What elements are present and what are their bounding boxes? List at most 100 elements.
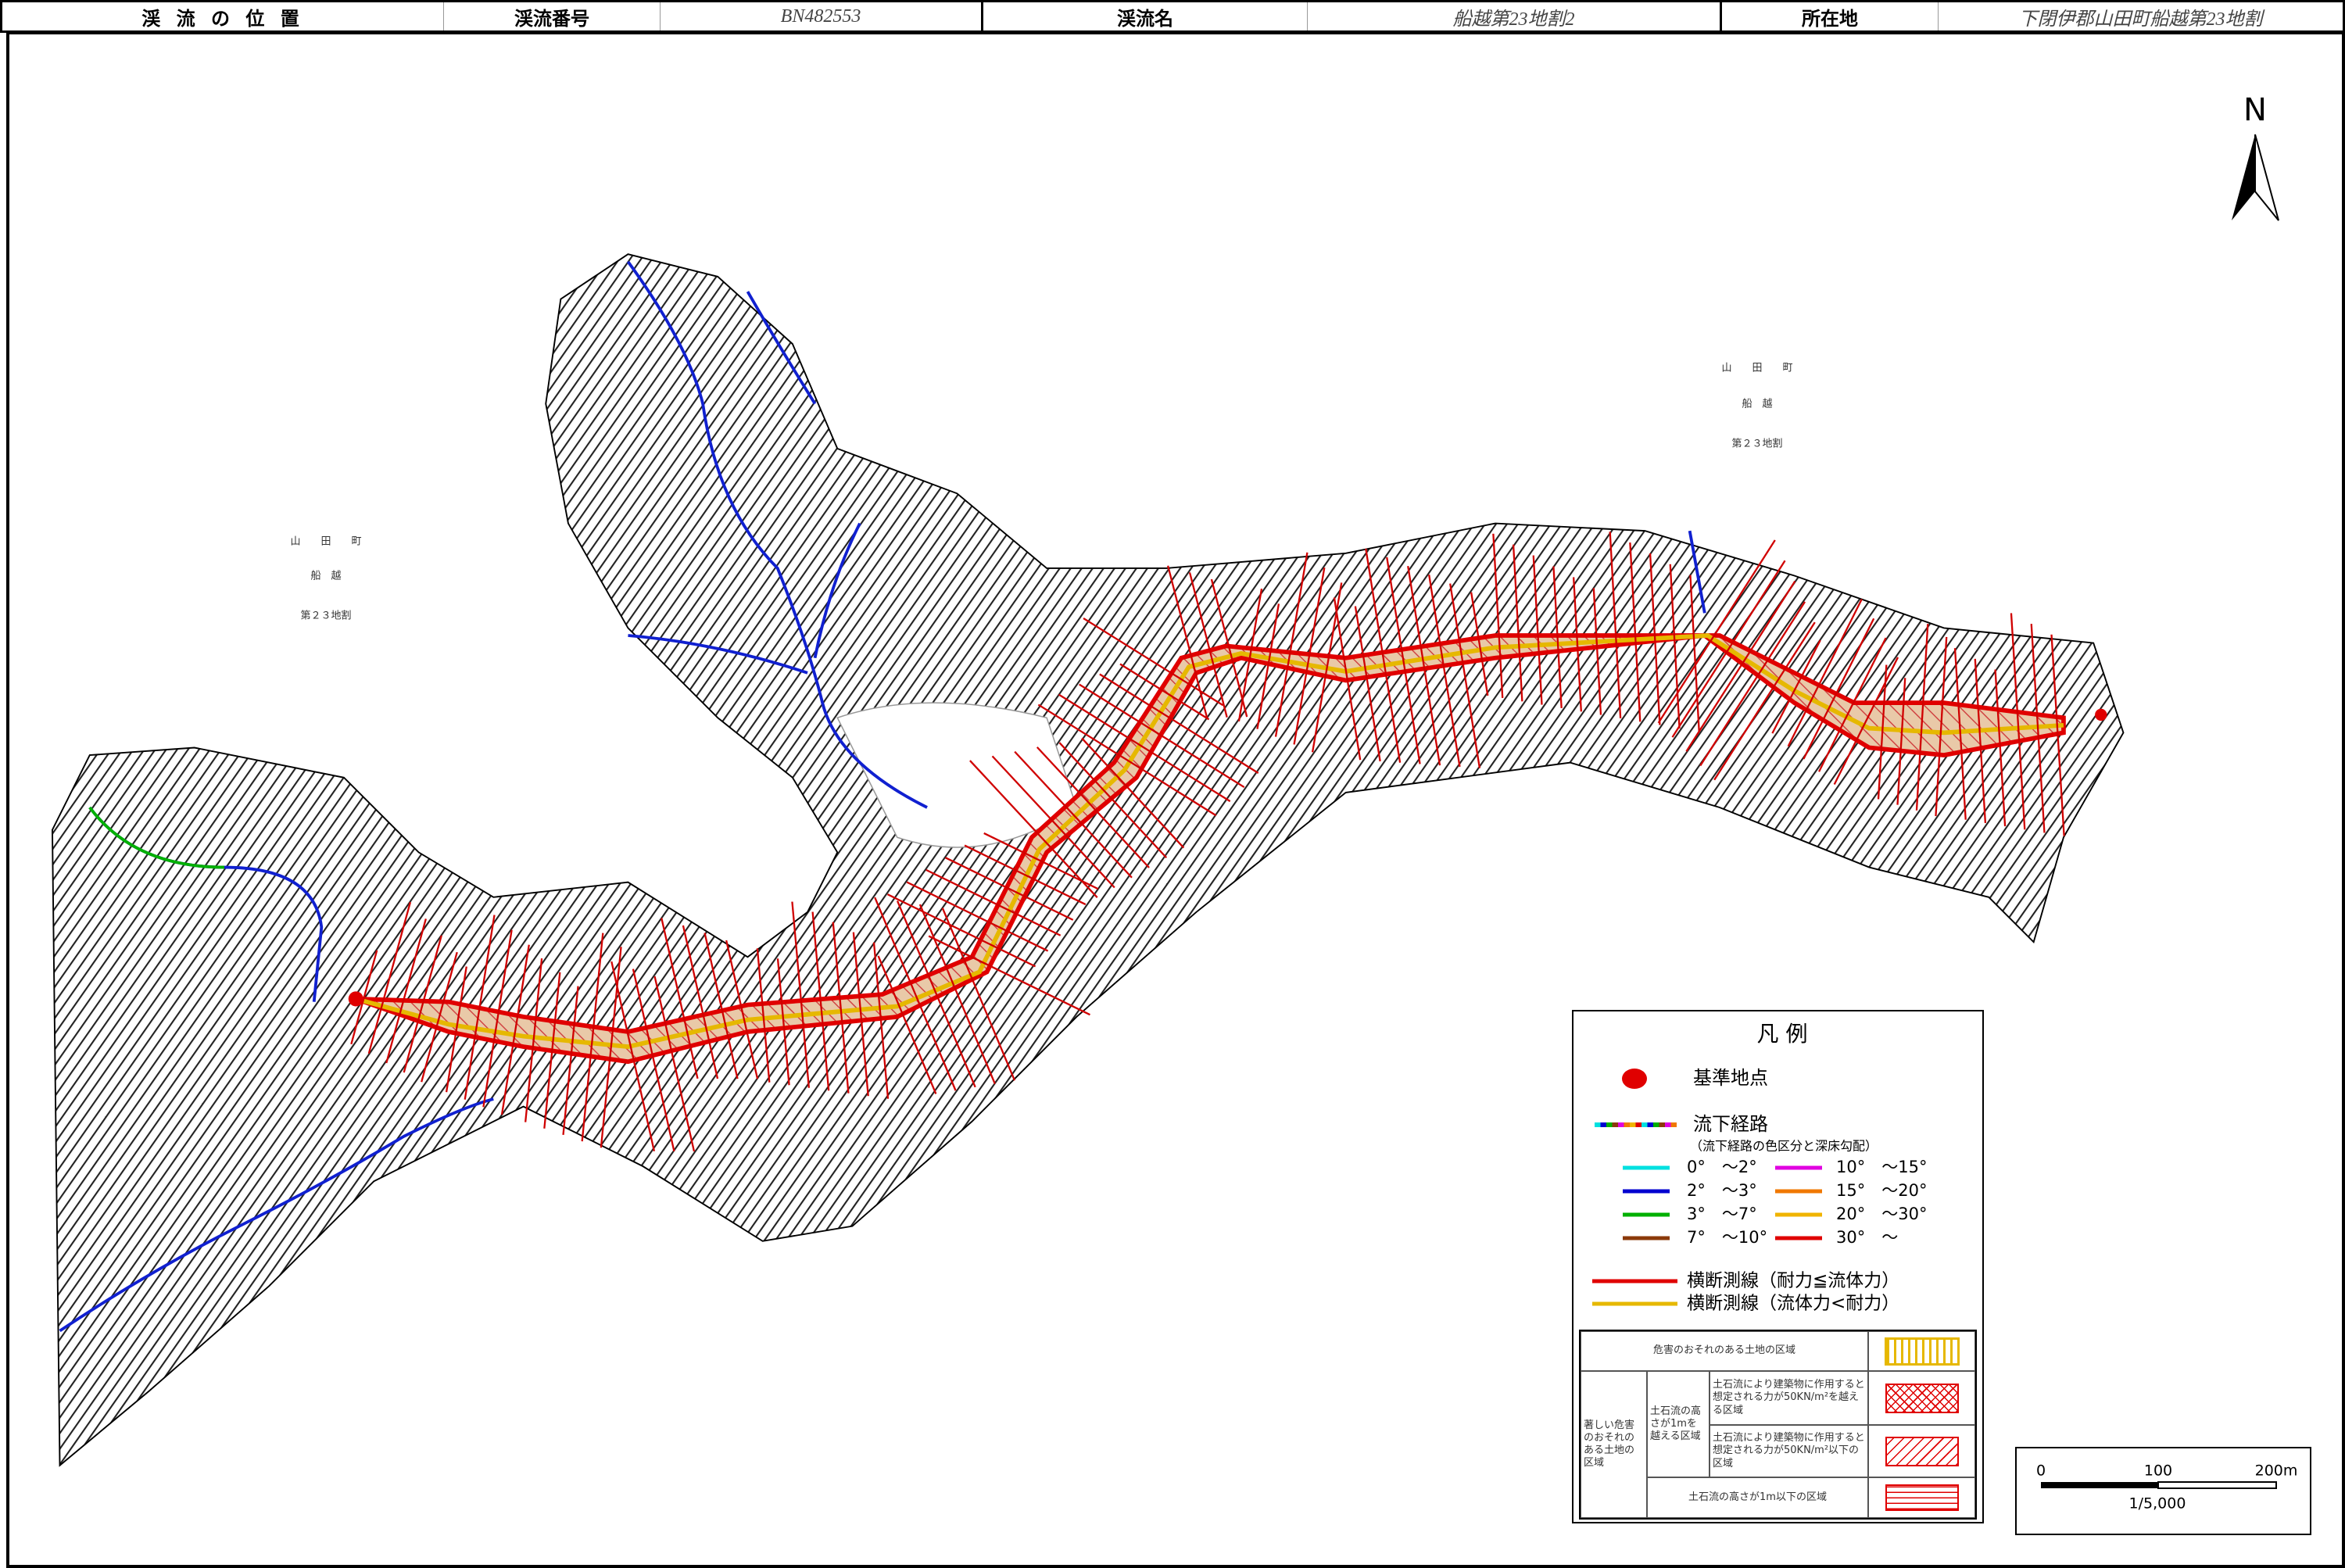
cross-section-line xyxy=(1099,673,1259,774)
flow-path-symbol xyxy=(1665,1122,1671,1127)
scale-tick-label: 200m xyxy=(2255,1462,2298,1480)
cross-section-line xyxy=(776,958,790,1086)
scale-tick-label: 100 xyxy=(2144,1462,2172,1480)
cross-section-line xyxy=(983,832,1099,890)
cross-section-line xyxy=(1689,575,1700,732)
cross-section-line xyxy=(632,968,675,1152)
cross-section-line xyxy=(1532,555,1543,705)
cross-section-line xyxy=(1188,572,1228,718)
flow-path-symbol xyxy=(1612,1122,1618,1127)
slope-label: 15° ～20° xyxy=(1836,1181,1927,1200)
cross-section-line xyxy=(1492,533,1504,699)
cross-section-line xyxy=(906,881,1049,952)
town-label: 山 田 町 xyxy=(290,536,361,548)
cross-section-line xyxy=(653,976,696,1152)
cross-section-line xyxy=(1237,588,1263,722)
flow-path-symbol xyxy=(1653,1122,1659,1127)
force-over-label: 土石流により建築物に作用すると想定される力が50KN/m²を越える区域 xyxy=(1710,1371,1868,1425)
cross-section-line xyxy=(682,925,719,1079)
cross-section-line xyxy=(445,966,467,1093)
cross-section-line xyxy=(1386,557,1421,764)
cross-section-line xyxy=(482,929,513,1108)
cross-section-line xyxy=(1512,544,1523,702)
cross-section-line xyxy=(2030,624,2046,833)
cross-section-line xyxy=(1333,597,1362,761)
force-under-symbol xyxy=(1868,1425,1975,1477)
cross-section-line xyxy=(1771,639,1821,734)
cross-section-line xyxy=(403,935,442,1073)
cross-section-line xyxy=(1935,636,1948,817)
under-1m-symbol xyxy=(1868,1477,1975,1518)
cross-section-line xyxy=(1629,542,1642,722)
cross-section-line xyxy=(1699,601,1806,767)
cross-section-line xyxy=(1671,560,1786,738)
slope-label: 20° ～30° xyxy=(1836,1205,1927,1223)
cross-section-line xyxy=(464,915,496,1100)
cross-section-line xyxy=(1657,539,1776,724)
cross-section-line xyxy=(1058,693,1231,803)
under-1m-label: 土石流の高さが1m以下の区域 xyxy=(1647,1477,1868,1518)
cross-section-line xyxy=(367,901,412,1054)
cross-section-line xyxy=(925,868,1062,936)
cross-section-line xyxy=(877,955,937,1094)
cross-section-line xyxy=(886,893,1036,968)
section-label: 横断測線（耐力≦流体力） xyxy=(1687,1271,1899,1291)
slope-label: 10° ～15° xyxy=(1836,1158,1927,1176)
cross-section-line xyxy=(969,760,1098,898)
number-label: 渓流番号 xyxy=(444,2,661,30)
address-label: 所在地 xyxy=(1722,2,1939,30)
legend-title: 凡 例 xyxy=(1757,1021,1808,1047)
cross-section-line xyxy=(756,948,771,1083)
flow-path-symbol xyxy=(1635,1122,1642,1127)
cross-section-line xyxy=(1119,663,1210,721)
slope-label: 2° ～3° xyxy=(1687,1181,1757,1200)
cross-section-line xyxy=(1037,703,1217,817)
cross-section-line xyxy=(610,961,656,1152)
cross-section-line xyxy=(928,935,1090,1016)
location-label: 渓 流 の 位 置 xyxy=(2,2,444,30)
north-label: N xyxy=(2243,92,2267,128)
flow-path-symbol xyxy=(1600,1122,1606,1127)
number: BN482553 xyxy=(661,2,983,30)
cross-section-line xyxy=(350,950,378,1045)
flow-path-symbol xyxy=(1624,1122,1630,1127)
flow-path-note: （流下経路の色区分と深床勾配） xyxy=(1690,1139,1878,1154)
cross-section-line xyxy=(1449,583,1481,768)
cross-section-line xyxy=(543,972,561,1129)
cross-section-line xyxy=(524,958,543,1122)
flow-path-symbol xyxy=(1659,1122,1665,1127)
cross-section-line xyxy=(1256,603,1280,729)
north-arrow: N xyxy=(2232,92,2279,221)
cross-section-line xyxy=(1994,669,2007,827)
district-label: 船 越 xyxy=(1742,399,1772,410)
scale-tick-label: 0 xyxy=(2036,1462,2046,1480)
cross-section-line xyxy=(896,900,976,1088)
flow-path-symbol xyxy=(1618,1122,1624,1127)
cross-section-line xyxy=(1713,621,1816,781)
cross-section-line xyxy=(872,942,890,1099)
cross-section-line xyxy=(581,933,604,1142)
address: 下閉伊郡山田町船越第23地割 xyxy=(2018,9,2263,30)
cross-section-line xyxy=(500,944,530,1115)
flow-path-symbol xyxy=(1606,1122,1613,1127)
legend: 凡 例 基準地点 流下経路 （流下経路の色区分と深床勾配） 0° ～2° 2° ～… xyxy=(1572,1010,1984,1523)
cross-section-line xyxy=(944,857,1074,921)
cross-section-line xyxy=(1470,592,1489,696)
cross-section-line xyxy=(811,911,830,1091)
warning-area-label: 危害のおそれのある土地の区域 xyxy=(1581,1331,1868,1371)
cross-section-line xyxy=(1669,564,1681,729)
district-label: 船 越 xyxy=(310,571,341,582)
base-point-symbol xyxy=(1622,1069,1647,1089)
force-under-label: 土石流により建築物に作用すると想定される力が50KN/m²以下の区域 xyxy=(1710,1425,1868,1477)
cross-section-line xyxy=(1014,750,1133,879)
cross-section-line xyxy=(1293,567,1326,745)
force-over-symbol xyxy=(1868,1371,1975,1425)
cross-section-line xyxy=(941,908,1016,1081)
cross-section-line xyxy=(1079,683,1245,789)
lot-label: 第２３地割 xyxy=(1731,438,1782,450)
cross-section-line xyxy=(1592,588,1602,715)
over-1m-label: 土石流の高さが1mを越える区域 xyxy=(1647,1371,1710,1477)
cross-section-line xyxy=(991,755,1115,889)
